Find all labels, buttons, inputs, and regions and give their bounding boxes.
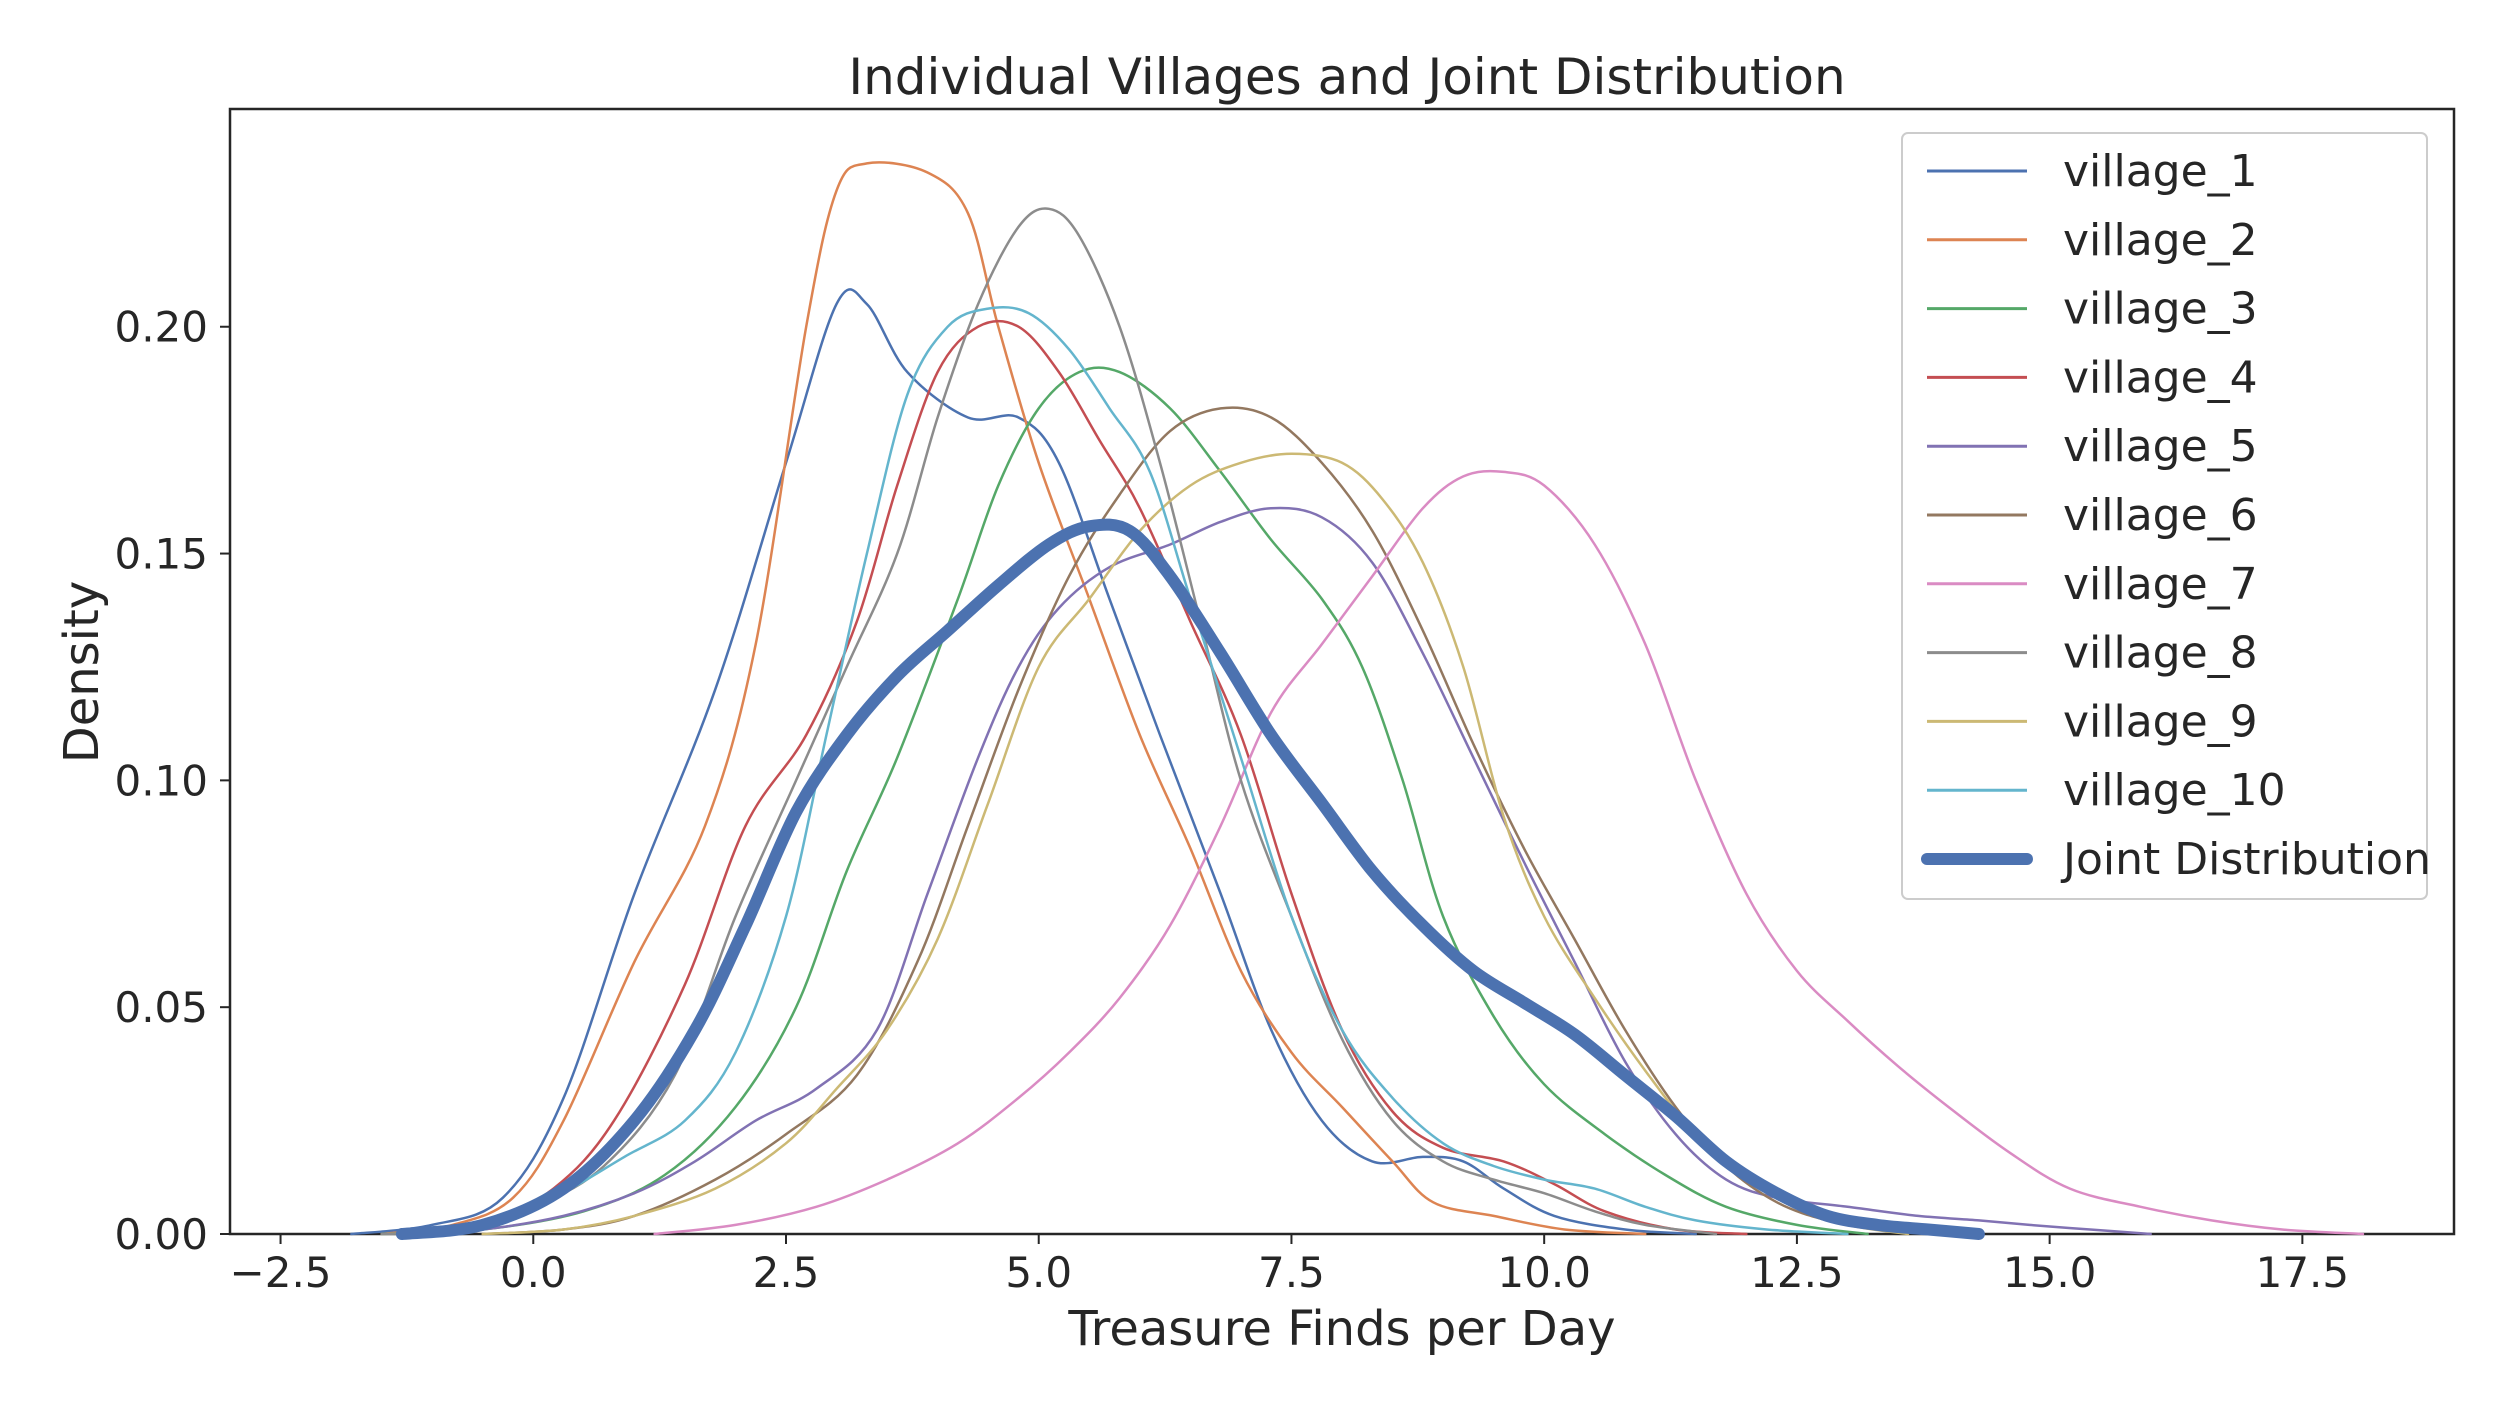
series-line-village-6 bbox=[481, 406, 1950, 1236]
series-line-village-10 bbox=[400, 305, 1849, 1236]
legend-label-village-10: village_10 bbox=[2063, 765, 2286, 816]
legend-label-village-4: village_4 bbox=[2063, 352, 2258, 403]
legend-label-village-8: village_8 bbox=[2063, 628, 2258, 679]
y-tick-label: 0.00 bbox=[114, 1210, 208, 1259]
legend-label-village-6: village_6 bbox=[2063, 490, 2258, 541]
y-tick-label: 0.15 bbox=[114, 530, 208, 579]
series-line-village-1 bbox=[350, 288, 1698, 1236]
y-axis-ticks: 0.00 0.05 0.10 0.15 0.20 bbox=[114, 303, 230, 1259]
y-tick-label: 0.10 bbox=[114, 756, 208, 805]
x-tick-label: 15.0 bbox=[2003, 1248, 2097, 1297]
legend-label-village-9: village_9 bbox=[2063, 696, 2258, 747]
legend-label-village-7: village_7 bbox=[2063, 559, 2258, 610]
legend-label-village-2: village_2 bbox=[2063, 215, 2258, 266]
x-tick-label: 17.5 bbox=[2256, 1248, 2350, 1297]
series-line-village-4 bbox=[400, 319, 1748, 1236]
y-tick-label: 0.20 bbox=[114, 303, 208, 352]
plot-frame bbox=[228, 107, 2456, 1236]
x-tick-label: 5.0 bbox=[1005, 1248, 1072, 1297]
legend-label-village-3: village_3 bbox=[2063, 284, 2258, 335]
x-tick-label: 10.0 bbox=[1497, 1248, 1591, 1297]
series-line-joint-distribution bbox=[395, 518, 1985, 1240]
legend-label-joint-distribution: Joint Distribution bbox=[2060, 834, 2431, 885]
legend-label-village-5: village_5 bbox=[2063, 421, 2258, 472]
series-layer bbox=[350, 161, 2365, 1240]
legend: village_1 village_2 village_3 village_4vill… bbox=[1901, 132, 2431, 900]
series-line-village-9 bbox=[481, 452, 1910, 1236]
legend-frame bbox=[1901, 132, 2428, 900]
x-tick-label: 7.5 bbox=[1258, 1248, 1325, 1297]
series-line-village-3 bbox=[380, 366, 1869, 1236]
x-tick-label: 2.5 bbox=[753, 1248, 820, 1297]
x-tick-label: −2.5 bbox=[230, 1248, 332, 1297]
series-line-village-7 bbox=[653, 469, 2365, 1236]
x-tick-label: 0.0 bbox=[500, 1248, 567, 1297]
y-axis-label: Density bbox=[54, 581, 110, 763]
y-tick-label: 0.05 bbox=[114, 983, 208, 1032]
series-line-village-2 bbox=[380, 161, 1647, 1236]
x-axis-label: Treasure Finds per Day bbox=[1067, 1301, 1615, 1357]
legend-label-village-1: village_1 bbox=[2063, 146, 2258, 197]
chart-title: Individual Villages and Joint Distributi… bbox=[848, 48, 1845, 106]
plot-area bbox=[228, 107, 2456, 1236]
x-axis-ticks: −2.5 0.0 2.5 5.0 7.5 10.0 12.5 15.0 17.5 bbox=[230, 1234, 2350, 1297]
x-tick-label: 12.5 bbox=[1750, 1248, 1844, 1297]
